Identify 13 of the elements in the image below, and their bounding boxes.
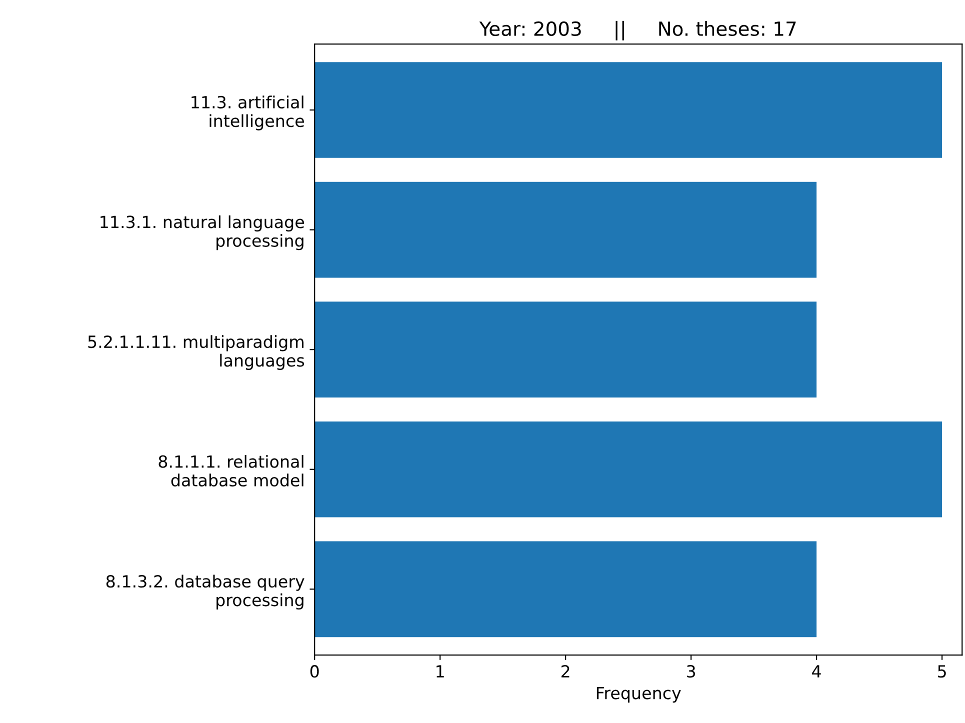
y-tick-label: 8.1.1.1. relational database model bbox=[158, 454, 304, 487]
x-tick-label: 4 bbox=[812, 665, 821, 678]
x-tick-label: 3 bbox=[687, 665, 696, 678]
y-tick-label: 8.1.3.2. database query processing bbox=[106, 574, 304, 610]
y-tick-label: 11.3.1. natural language processing bbox=[100, 215, 304, 250]
y-tick-label: 5.2.1.1.11. multiparadigm languages bbox=[88, 335, 304, 370]
x-axis-title: Frequency bbox=[596, 686, 681, 703]
x-tick-label: 2 bbox=[561, 665, 570, 678]
x-tick-label: 5 bbox=[938, 665, 946, 678]
y-tick-label: 11.3. artificial intelligence bbox=[192, 96, 304, 130]
x-tick-label: 1 bbox=[436, 665, 444, 678]
chart-title: Year: 2003 || No. theses: 17 bbox=[479, 20, 796, 40]
x-tick-label: 0 bbox=[310, 665, 319, 678]
